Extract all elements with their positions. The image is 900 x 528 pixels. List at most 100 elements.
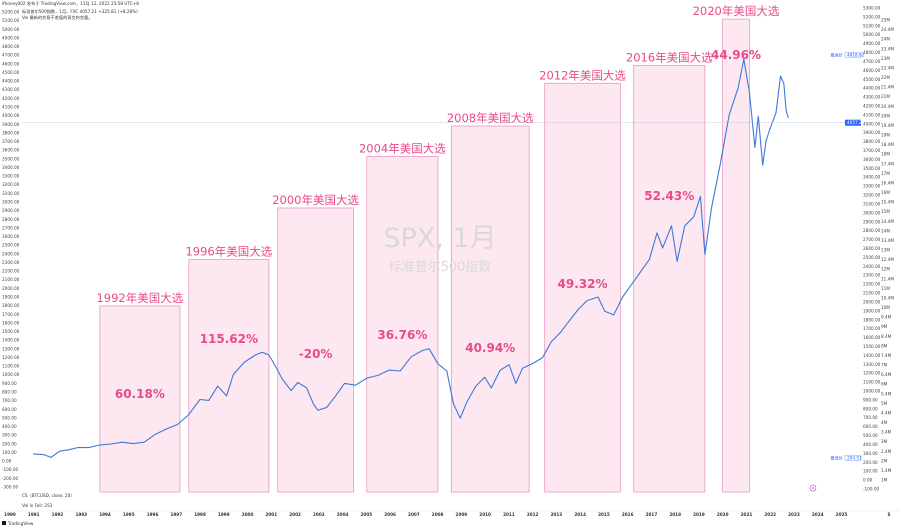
election-box — [633, 65, 706, 493]
x-axis-tick: 2014 — [574, 512, 586, 517]
x-axis-tick: 1990 — [4, 512, 16, 517]
right-axis-tick: 2600.00 — [863, 246, 881, 251]
right-axis-tick: 100.00 — [863, 469, 878, 474]
high-label: 最高价 — [830, 51, 843, 58]
volume-axis-tick: 21M — [881, 94, 890, 99]
x-axis-tick: 2017 — [646, 512, 658, 517]
volume-axis-tick: 19M — [881, 133, 890, 138]
x-axis-tick: 2006 — [384, 512, 396, 517]
right-axis-tick: 300.00 — [863, 451, 878, 456]
election-label: 2012年美国大选 — [539, 68, 626, 82]
right-axis-tick: 3800.00 — [863, 139, 881, 144]
left-axis-tick: 4200.00 — [2, 96, 20, 101]
right-axis-tick: 1000.00 — [863, 389, 881, 394]
right-axis-tick: 3600.00 — [863, 157, 881, 162]
x-axis-tick: 2003 — [313, 512, 325, 517]
x-axis-tick: 2016 — [622, 512, 634, 517]
right-axis-tick: 2500.00 — [863, 255, 881, 260]
right-axis-tick: 700.00 — [863, 415, 878, 420]
volume-axis-tick: 2.4M — [881, 449, 892, 454]
volume-axis-tick: 24.4M — [881, 27, 894, 32]
election-return-label: 40.94% — [465, 341, 515, 355]
left-axis-tick: 4800.00 — [2, 44, 20, 49]
watermark-subtitle: 标准普尔500指数 — [389, 260, 492, 275]
left-axis-tick: 3700.00 — [2, 139, 20, 144]
volume-axis-tick: 20M — [881, 113, 890, 118]
right-axis-tick: 3500.00 — [863, 166, 881, 171]
spx-price-line — [33, 58, 789, 458]
right-axis-tick: 1800.00 — [863, 317, 881, 322]
volume-axis-tick: 22M — [881, 75, 890, 80]
alert-marker-dot — [812, 487, 814, 489]
volume-axis-tick: 17M — [881, 171, 890, 176]
right-axis-tick: 5300.00 — [863, 6, 881, 11]
left-axis-tick: 3500.00 — [2, 156, 20, 161]
volume-axis-tick: 2M — [881, 458, 888, 463]
left-axis-tick: 4700.00 — [2, 53, 20, 58]
left-axis-tick: 200.00 — [2, 441, 17, 446]
election-label: 1992年美国大选 — [96, 291, 183, 305]
volume-axis-tick: 23M — [881, 56, 890, 61]
x-axis-tick: 2009 — [456, 512, 468, 517]
chart-header: ifhoney002 发布于 TradingView.com，11月 12, 2… — [2, 0, 139, 21]
right-axis-tick: 400.00 — [863, 442, 878, 447]
left-axis-tick: 2000.00 — [2, 286, 20, 291]
left-axis-tick: 3000.00 — [2, 200, 20, 205]
election-label: 2008年美国大选 — [447, 111, 534, 125]
left-axis-tick: 3200.00 — [2, 182, 20, 187]
left-axis-tick: 100.00 — [2, 450, 17, 455]
x-axis-tick: 1994 — [99, 512, 111, 517]
left-axis-tick: 3800.00 — [2, 130, 20, 135]
election-box — [99, 305, 181, 493]
volume-axis-tick: 10M — [881, 305, 890, 310]
alert-marker-icon[interactable] — [809, 484, 817, 492]
volume-axis-tick: 3.4M — [881, 430, 892, 435]
left-axis-tick: 5200.00 — [2, 10, 20, 15]
indicator-cs-label: CS（BTCUSD, close, 20） — [22, 493, 74, 498]
left-axis-tick: 2400.00 — [2, 251, 20, 256]
election-periods: 1992年美国大选 60.18% 1996年美国大选 115.62% 2000年美国大选… — [96, 4, 780, 493]
left-axis-tick: 2800.00 — [2, 217, 20, 222]
left-axis-tick: 5000.00 — [2, 27, 20, 32]
x-axis-tick: 2013 — [551, 512, 563, 517]
election-box — [722, 18, 750, 493]
price-series — [33, 58, 789, 458]
right-axis-tick: 3900.00 — [863, 130, 881, 135]
volume-axis-tick: 18.4M — [881, 142, 894, 147]
election-box — [277, 207, 354, 493]
right-axis-tick: 1200.00 — [863, 371, 881, 376]
election-period-5: 2012年美国大选 49.32% — [539, 68, 626, 493]
left-axis-tick: 1300.00 — [2, 346, 20, 351]
election-return-label: 44.96% — [711, 48, 761, 62]
low-value: 294.51 — [847, 455, 862, 460]
x-axis-tick: 2010 — [479, 512, 491, 517]
x-axis-tick: 1993 — [75, 512, 87, 517]
election-label: 2004年美国大选 — [359, 141, 446, 155]
left-axis-tick: 900.00 — [2, 381, 17, 386]
left-axis-tick: 4600.00 — [2, 61, 20, 66]
right-axis-tick: 3200.00 — [863, 193, 881, 198]
right-axis-tick: 600.00 — [863, 424, 878, 429]
volume-axis-tick: 12M — [881, 267, 890, 272]
election-return-label: 115.62% — [200, 332, 258, 346]
right-axis-tick: 200.00 — [863, 460, 878, 465]
right-axis-tick: 1100.00 — [863, 380, 881, 385]
x-axis-tick: 2004 — [337, 512, 349, 517]
right-axis-tick: 1700.00 — [863, 326, 881, 331]
volume-axis-tick: 21.4M — [881, 85, 894, 90]
right-axis-tick: 5100.00 — [863, 23, 881, 28]
election-period-1: 1996年美国大选 115.62% — [185, 245, 273, 493]
right-axis-tick: 1500.00 — [863, 344, 881, 349]
volume-axis-tick: 5.4M — [881, 391, 892, 396]
volume-axis-tick: 13.4M — [881, 238, 894, 243]
volume-axis-tick: 14M — [881, 228, 890, 233]
x-axis-tick: 2019 — [693, 512, 705, 517]
right-axis-tick: 3100.00 — [863, 201, 881, 206]
left-axis-tick: 4400.00 — [2, 79, 20, 84]
right-axis-tick: 2100.00 — [863, 291, 881, 296]
election-return-label: 60.18% — [115, 387, 165, 401]
volume-axis-tick: 8M — [881, 343, 888, 348]
indicator-vol-label: Vol in Fall: 253 — [22, 503, 53, 508]
right-axis-tick: 3300.00 — [863, 184, 881, 189]
left-axis-tick: 2700.00 — [2, 225, 20, 230]
